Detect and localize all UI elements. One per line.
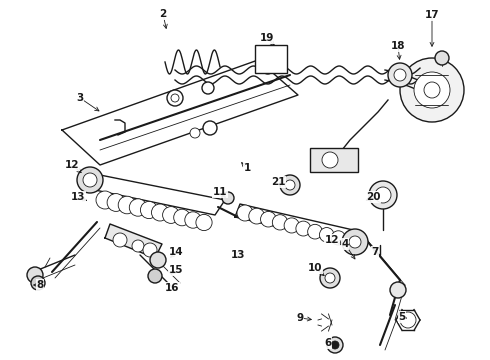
Circle shape (203, 121, 217, 135)
Circle shape (118, 196, 136, 214)
Circle shape (77, 167, 103, 193)
Circle shape (388, 63, 412, 87)
Circle shape (331, 341, 339, 349)
Circle shape (129, 199, 147, 216)
Circle shape (349, 236, 361, 248)
Text: 17: 17 (425, 10, 440, 20)
Circle shape (327, 337, 343, 353)
Circle shape (171, 94, 179, 102)
Circle shape (284, 218, 299, 233)
Circle shape (414, 72, 450, 108)
Circle shape (369, 181, 397, 209)
Text: 12: 12 (325, 235, 339, 245)
Text: 19: 19 (260, 33, 274, 43)
Text: 3: 3 (76, 93, 84, 103)
Polygon shape (62, 60, 298, 165)
Text: 15: 15 (169, 265, 183, 275)
Text: 6: 6 (324, 338, 332, 348)
Circle shape (280, 175, 300, 195)
Circle shape (190, 128, 200, 138)
Circle shape (296, 221, 311, 236)
Circle shape (237, 205, 253, 221)
Text: 7: 7 (371, 247, 379, 257)
Circle shape (167, 90, 183, 106)
Text: 13: 13 (231, 250, 245, 260)
Circle shape (196, 215, 212, 231)
Circle shape (325, 273, 335, 283)
Text: 20: 20 (366, 192, 380, 202)
Circle shape (322, 152, 338, 168)
Text: 2: 2 (159, 9, 167, 19)
Circle shape (222, 192, 234, 204)
Circle shape (27, 267, 43, 283)
Circle shape (285, 180, 295, 190)
Circle shape (390, 282, 406, 298)
Circle shape (435, 51, 449, 65)
Text: 21: 21 (271, 177, 285, 187)
Text: 8: 8 (36, 280, 44, 290)
Circle shape (202, 82, 214, 94)
Text: 10: 10 (308, 263, 322, 273)
Circle shape (185, 212, 201, 228)
Circle shape (113, 233, 127, 247)
Circle shape (261, 211, 276, 227)
Circle shape (31, 276, 45, 290)
Polygon shape (235, 204, 362, 245)
Circle shape (141, 201, 158, 219)
Text: 4: 4 (342, 239, 349, 249)
Circle shape (249, 208, 265, 224)
Circle shape (148, 269, 162, 283)
Circle shape (163, 207, 179, 224)
Circle shape (331, 231, 345, 245)
Circle shape (272, 215, 288, 230)
Text: 5: 5 (398, 312, 406, 322)
Circle shape (424, 82, 440, 98)
Circle shape (96, 191, 114, 209)
Polygon shape (95, 175, 225, 215)
Bar (255, 45, 287, 73)
Circle shape (151, 204, 169, 221)
Text: 1: 1 (244, 163, 250, 173)
Circle shape (342, 229, 368, 255)
Circle shape (319, 228, 334, 242)
Bar (310, 148, 358, 172)
Text: 18: 18 (391, 41, 405, 51)
Text: 12: 12 (65, 160, 79, 170)
Circle shape (400, 58, 464, 122)
Text: 9: 9 (296, 313, 304, 323)
Circle shape (308, 224, 322, 239)
Circle shape (132, 240, 144, 252)
Text: 11: 11 (213, 187, 227, 197)
Circle shape (107, 194, 125, 211)
Text: 16: 16 (165, 283, 179, 293)
Circle shape (143, 243, 157, 257)
Text: 13: 13 (71, 192, 85, 202)
Circle shape (400, 312, 416, 328)
Circle shape (320, 268, 340, 288)
Circle shape (150, 252, 166, 268)
Circle shape (394, 69, 406, 81)
Circle shape (173, 209, 190, 226)
Circle shape (375, 187, 391, 203)
Text: 14: 14 (169, 247, 183, 257)
Polygon shape (105, 224, 162, 258)
Circle shape (83, 173, 97, 187)
